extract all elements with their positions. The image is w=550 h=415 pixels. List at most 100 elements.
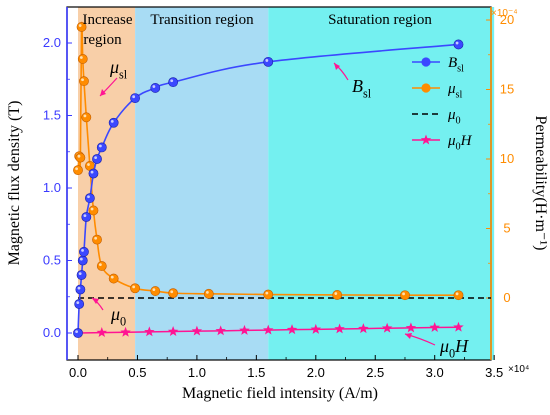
series-musl-point-highlight	[170, 290, 174, 294]
series-bsl-point-highlight	[94, 156, 98, 160]
series-bsl-point	[96, 142, 107, 153]
saturation-region-band	[268, 7, 495, 360]
series-musl-point-highlight	[81, 78, 84, 82]
series-mu0h-point	[144, 326, 155, 337]
series-bsl-point-highlight	[170, 79, 174, 83]
annotation-mu0h-arrowhead	[405, 333, 412, 339]
series-musl-point-highlight	[402, 292, 405, 296]
annotation-mu0h-sub: 0	[449, 346, 455, 360]
y-right-tick-label: 0	[503, 290, 510, 305]
series-bsl-point	[77, 255, 88, 266]
series-musl-point-highlight	[152, 288, 156, 292]
legend-item-0-label-base: B	[448, 55, 457, 71]
series-bsl-point	[79, 246, 89, 257]
series-bsl-point	[130, 93, 140, 103]
y-left-tick-label: 1.0	[43, 180, 61, 195]
series-bsl-point-highlight	[75, 330, 78, 333]
y-left-tick-label: 2.0	[43, 35, 61, 50]
legend-item-3-label: μ0H	[447, 133, 473, 153]
series-bsl-point-highlight	[152, 85, 156, 88]
annotation-musl: μsl	[109, 57, 128, 81]
legend-item-2-label-base: μ	[447, 107, 456, 123]
y-right-axis-title: Permeability(H·m⁻¹)	[532, 116, 549, 251]
x-tick-label: 0.5	[128, 365, 146, 380]
annotation-mu0-base: μ	[110, 304, 120, 324]
series-mu0h-point	[381, 322, 393, 333]
series-bsl-point	[74, 299, 85, 309]
y-right-tick-label: 10	[500, 151, 514, 166]
series-bsl-point-highlight	[87, 195, 90, 199]
series-musl-point	[77, 54, 88, 64]
x-tick-label: 2.5	[366, 365, 384, 380]
series-bsl-point-highlight	[132, 95, 136, 99]
y-right-tick-label: 5	[503, 221, 510, 236]
annotation-musl-base: μ	[109, 57, 119, 77]
annotation-mu0-sub: 0	[120, 314, 126, 328]
annotation-bsl-sub: sl	[363, 86, 372, 100]
series-bsl-point-highlight	[77, 286, 81, 290]
series-bsl-point	[75, 284, 86, 295]
y-left-tick-label: 1.5	[43, 108, 61, 123]
annotation-mu0h: μ0H	[439, 336, 469, 360]
annotation-mu0h-tail: H	[454, 336, 469, 356]
series-musl-point	[453, 290, 464, 301]
series-bsl-point-highlight	[76, 301, 80, 304]
series-musl-point-highlight	[83, 114, 87, 118]
series-mu0h-point	[120, 326, 131, 337]
series-musl-point	[150, 286, 161, 296]
annotation-musl-sub: sl	[119, 67, 128, 81]
legend-item-1-marker	[421, 83, 431, 93]
y-right-tick-label: 15	[500, 82, 514, 97]
series-mu0h-point	[334, 323, 345, 334]
legend-item-1-label-sub: sl	[456, 90, 463, 101]
series-bsl-point	[92, 154, 102, 164]
series-mu0h-point	[239, 324, 250, 335]
series-mu0h-point	[96, 327, 108, 338]
series-musl-point	[130, 283, 140, 294]
series-musl-point-highlight	[205, 291, 209, 294]
series-bsl-point	[76, 270, 87, 280]
series-musl-point-highlight	[334, 292, 338, 295]
series-musl-point-highlight	[94, 236, 98, 240]
axis-layer	[66, 6, 495, 361]
series-mu0h-point	[429, 321, 440, 332]
series-bsl-point-highlight	[81, 249, 84, 252]
series-bsl-point	[108, 117, 119, 128]
series-bsl-point-highlight	[110, 119, 114, 123]
series-musl-point-highlight	[98, 263, 102, 267]
series-musl-point	[92, 234, 102, 245]
legend-item-2-label: μ0	[447, 107, 461, 127]
legend-item-0-label: Bsl	[448, 55, 464, 75]
series-musl-point-highlight	[79, 56, 83, 59]
series-bsl-point	[150, 83, 161, 93]
annotation-bsl-arrowhead	[334, 63, 340, 70]
series-bsl-point-highlight	[265, 59, 269, 62]
series-musl-point-highlight	[87, 163, 90, 166]
x-tick-label: 1.0	[188, 365, 206, 380]
x-tick-label: 3.0	[426, 365, 444, 380]
series-musl-point-highlight	[110, 275, 114, 279]
annotation-bsl-base: B	[352, 76, 363, 96]
series-musl-point	[263, 289, 274, 300]
y-left-axis-title: Magnetic flux density (T)	[6, 101, 23, 266]
region-label-increase-line1: Increase	[83, 12, 133, 28]
annotation-mu0: μ0	[110, 304, 126, 328]
series-musl-point	[168, 288, 179, 299]
series-layer	[72, 21, 491, 338]
series-musl-point-highlight	[78, 24, 82, 27]
legend-item-3-label-sub: 0	[456, 142, 461, 153]
legend-item-2-label-sub: 0	[456, 116, 461, 127]
series-musl-point-highlight	[455, 292, 459, 296]
x-tick-label: 1.5	[247, 365, 265, 380]
increase-region-band	[78, 7, 136, 360]
y-right-multiplier: ×10⁻⁴	[491, 8, 518, 19]
series-bsl-point-highlight	[79, 257, 83, 261]
series-bsl-point	[73, 328, 83, 338]
series-musl-point-highlight	[90, 207, 94, 211]
series-musl-point-highlight	[75, 167, 78, 171]
series-bsl-point	[84, 193, 95, 204]
annotation-mu0-arrowhead	[92, 298, 99, 304]
legend-item-1-label-base: μ	[447, 81, 456, 97]
